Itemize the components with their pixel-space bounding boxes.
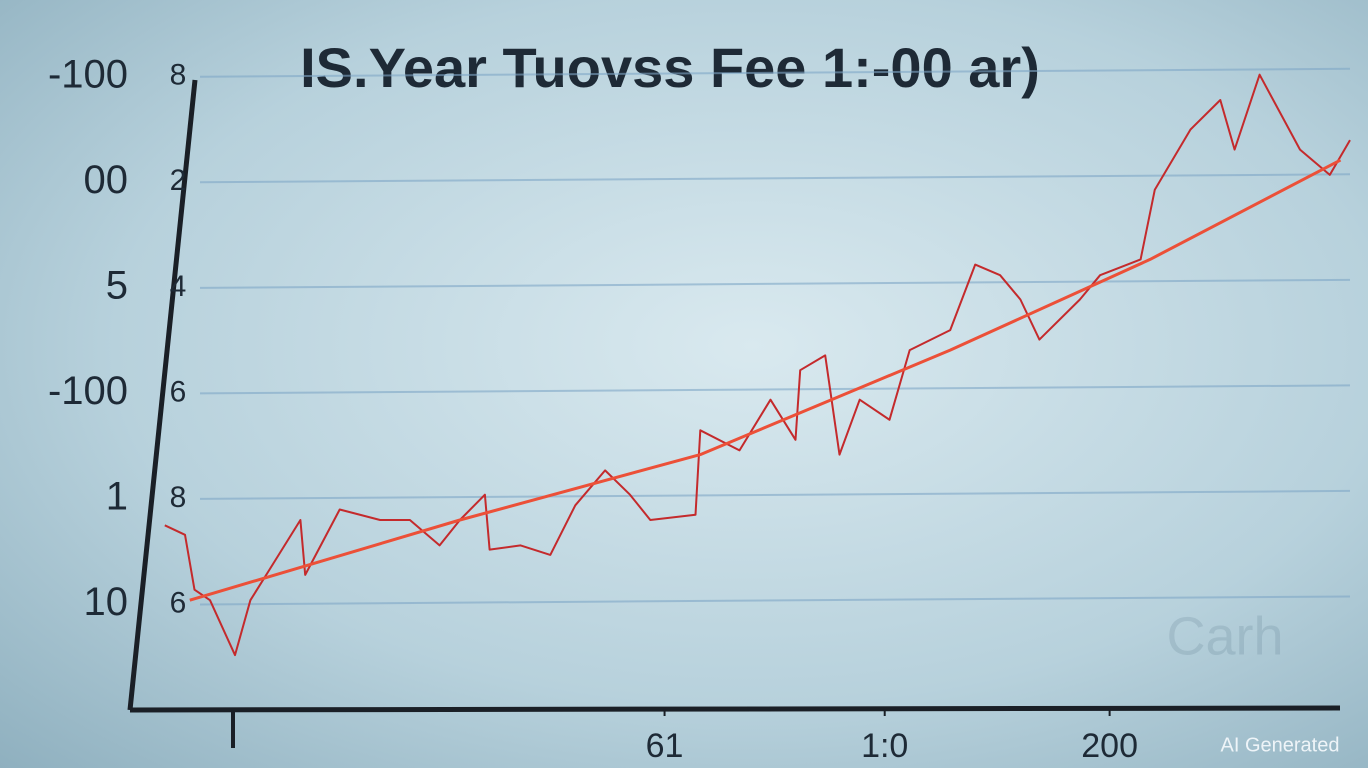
grid-line [199,595,1351,606]
grid-line [199,489,1351,500]
y-tick-label: 00 [84,158,129,202]
x-tick-label: 1:0 [861,727,908,765]
x-axis [129,705,1341,713]
y-tick-label: 1 [106,474,128,518]
y-tick-label: -100 [48,52,128,96]
y2-tick-label: 4 [170,270,187,303]
grid-line [199,278,1351,289]
y2-tick-label: 8 [170,481,187,514]
y-tick-label: 10 [84,580,129,624]
y-axis [127,79,198,711]
x-tick-label: 61 [646,727,684,765]
y2-tick-label: 8 [170,59,187,92]
badge: AI Generated [1221,734,1340,756]
y2-tick-label: 6 [170,586,187,619]
y-tick-label: -100 [48,369,128,413]
watermark: Carh [1166,606,1283,666]
y-tick-label: 5 [106,263,128,307]
x-tick-label: 200 [1081,727,1138,765]
data-line [189,158,1342,602]
chart-title: IS.Year Tuovss Fee 1:-00 ar) [300,36,1040,99]
grid-line [199,173,1351,184]
grid-line [199,384,1351,395]
data-line [164,73,1351,657]
y2-tick-label: 2 [170,164,187,197]
grid-line [199,67,1351,78]
y2-tick-label: 6 [170,375,187,408]
